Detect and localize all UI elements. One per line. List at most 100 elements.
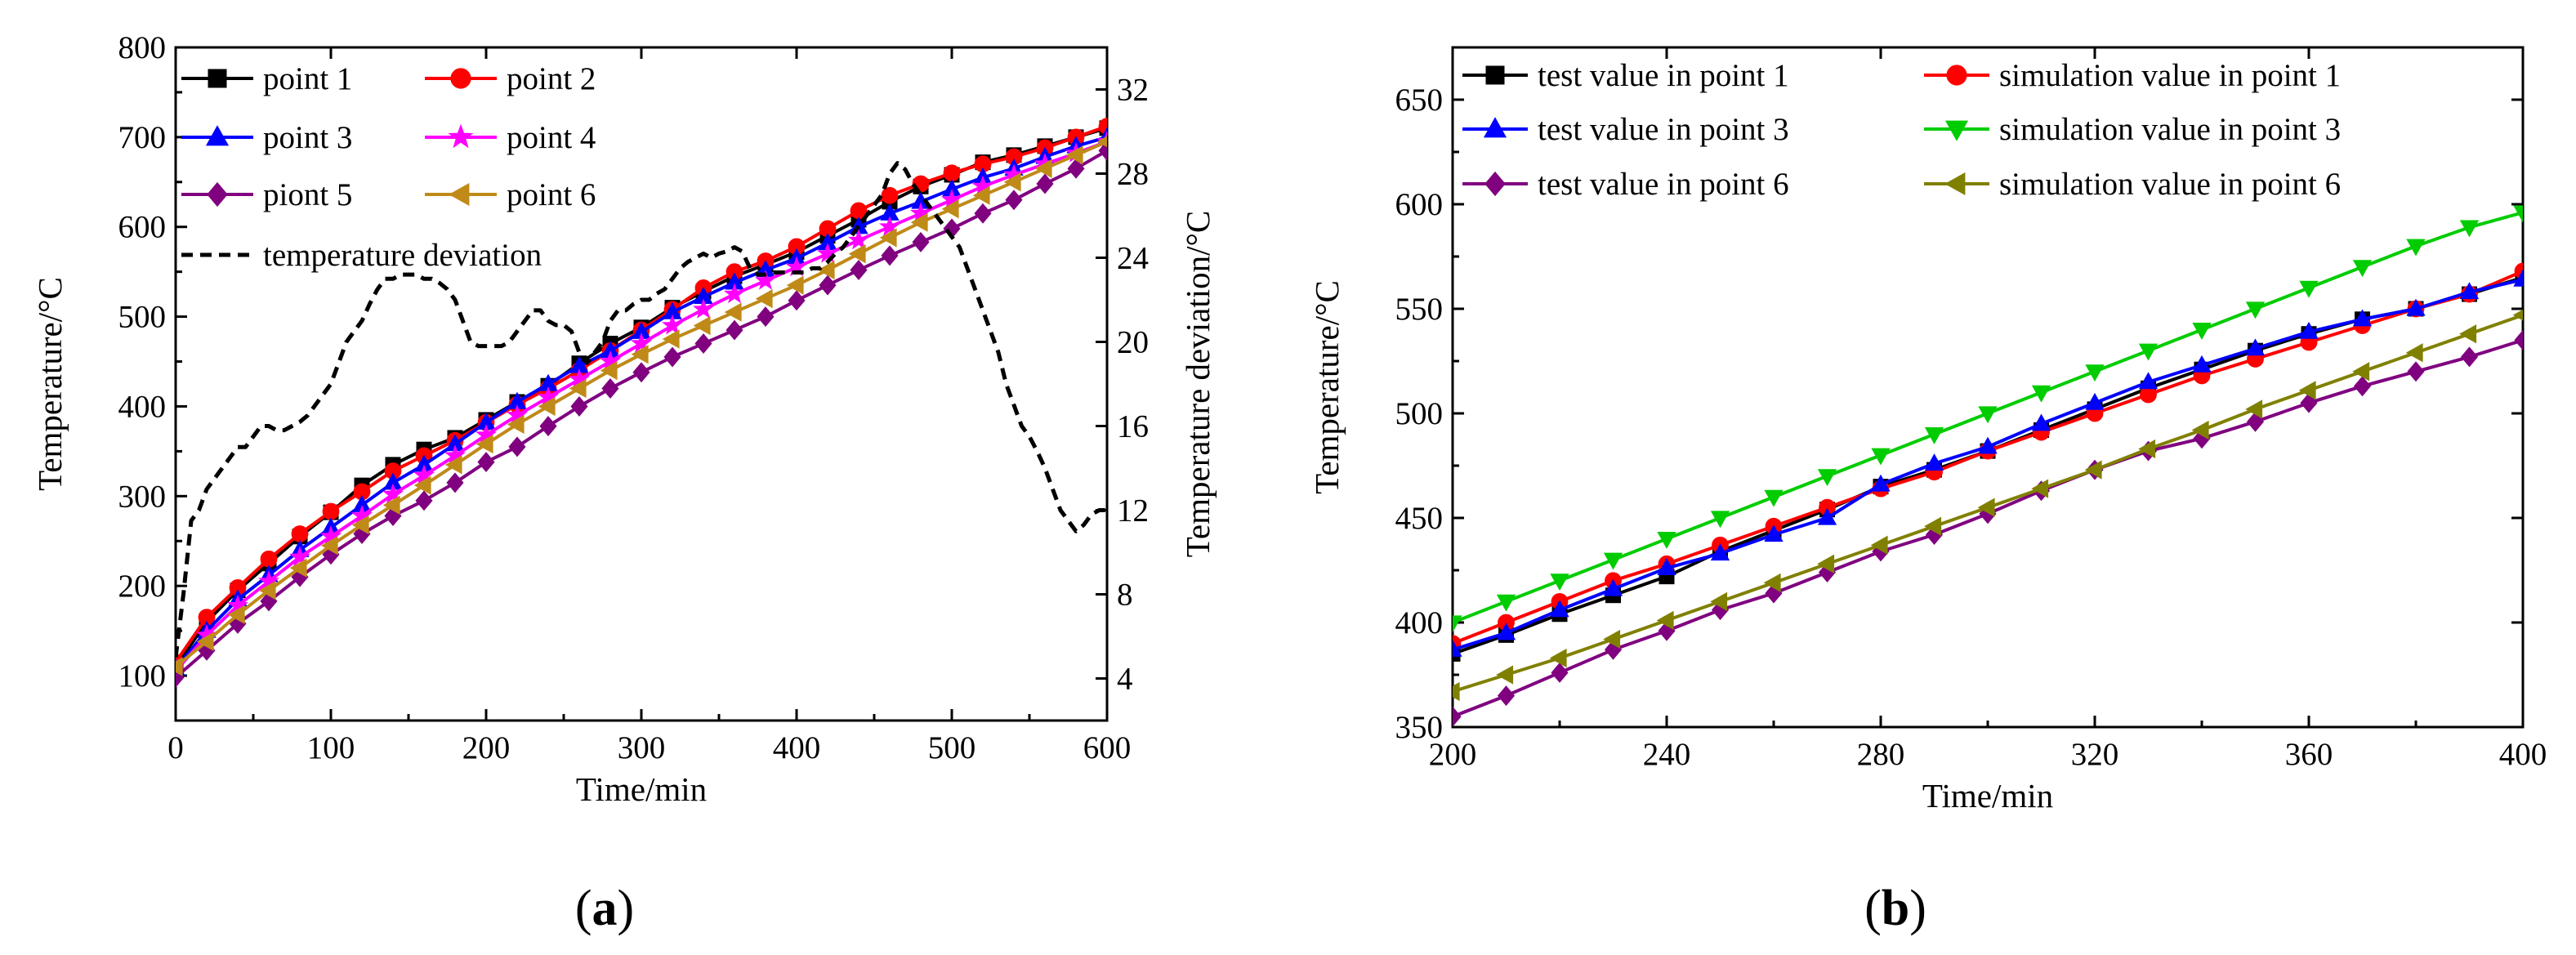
x-tick-label: 200 (1429, 737, 1477, 772)
data-point-point-2 (322, 502, 340, 520)
data-point-point-6 (507, 414, 525, 435)
data-point-test-value-in-point-3 (1550, 600, 1569, 618)
y-tick-label: 800 (118, 30, 167, 65)
x-tick-label: 280 (1857, 737, 1905, 772)
data-point-point-6 (176, 657, 183, 676)
data-point-point-6 (600, 360, 618, 381)
data-point-test-value-in-point-3 (2245, 338, 2266, 356)
data-point-test-value-in-point-3 (1453, 640, 1462, 657)
legend-label: simulation value in point 6 (1999, 167, 2341, 202)
data-point-simulation-value-in-point-3 (1710, 511, 1730, 529)
data-point-simulation-value-in-point-6 (1763, 573, 1781, 593)
legend: point 1 point 2 point 3 point 4 piont 5 point… (181, 61, 596, 273)
data-point-simulation-value-in-point-6 (1870, 535, 1888, 555)
data-point-point-6 (320, 536, 338, 556)
data-point-point-6 (475, 434, 493, 454)
data-point-piont-5 (912, 231, 930, 252)
y2-tick-label: 20 (1117, 325, 1149, 360)
series-line-temperature-deviation (176, 161, 1107, 658)
data-point-test-value-in-point-6 (1453, 706, 1462, 727)
y2-tick-label: 12 (1117, 493, 1149, 529)
data-point-piont-5 (850, 259, 868, 280)
data-point-point-6 (786, 275, 804, 295)
data-point-test-value-in-point-3 (2031, 413, 2051, 431)
data-point-test-value-in-point-3 (2138, 372, 2159, 390)
data-point-piont-5 (601, 378, 619, 399)
data-point-piont-5 (725, 319, 743, 341)
data-point-piont-5 (1036, 173, 1054, 194)
chart-panel-b: 200 240 280 320 360 400 350 400 450 500 550 600 650 T… (1308, 46, 2547, 814)
data-point-simulation-value-in-point-6 (1924, 516, 1942, 536)
data-point-simulation-value-in-point-3 (2031, 385, 2051, 403)
data-point-point-4 (288, 546, 311, 567)
data-point-simulation-value-in-point-6 (1656, 610, 1674, 631)
data-point-point-6 (227, 605, 245, 625)
series-piont-5 (176, 140, 1107, 688)
data-point-simulation-value-in-point-6 (1977, 498, 1995, 517)
y2-tick-label: 28 (1117, 157, 1149, 192)
data-point-piont-5 (1067, 158, 1085, 179)
data-point-simulation-value-in-point-3 (2459, 220, 2480, 238)
data-point-point-6 (351, 515, 369, 535)
legend-label: test value in point 6 (1538, 167, 1789, 202)
x-tick-label: 400 (2499, 737, 2547, 772)
legend-label: piont 5 (263, 177, 352, 212)
series-point-4 (176, 130, 1107, 681)
data-point-piont-5 (632, 362, 650, 383)
chart-panel-a: 0 100 200 300 400 500 600 100 200 300 400 500 600 700… (31, 30, 1217, 808)
legend-marker (1946, 65, 1967, 86)
data-point-test-value-in-point-6 (1497, 685, 1516, 707)
data-point-point-6 (941, 199, 959, 219)
x-tick-label: 320 (2071, 737, 2119, 772)
data-point-point-6 (538, 396, 556, 417)
legend-marker (1484, 171, 1506, 197)
data-point-point-4 (816, 243, 839, 263)
data-point-simulation-value-in-point-3 (1764, 489, 1784, 507)
y2-tick-label: 16 (1117, 409, 1149, 444)
legend-marker (208, 69, 227, 88)
data-point-point-4 (413, 464, 435, 485)
data-point-test-value-in-point-3 (1657, 558, 1676, 576)
legend-marker (449, 182, 470, 207)
data-point-test-value-in-point-3 (1496, 623, 1516, 640)
data-point-piont-5 (819, 274, 837, 296)
y-tick-label: 400 (1395, 605, 1444, 640)
series-point-6 (176, 136, 1107, 676)
data-point-test-value-in-point-3 (1603, 578, 1623, 596)
data-point-simulation-value-in-point-3 (1817, 469, 1837, 487)
data-point-point-2 (943, 164, 961, 182)
data-point-point-4 (754, 270, 777, 290)
data-point-test-value-in-point-6 (2407, 361, 2425, 382)
data-point-test-value-in-point-3 (2192, 355, 2212, 373)
series-line-piont-5 (176, 149, 1107, 679)
x-tick-label: 200 (462, 730, 511, 765)
y-tick-label: 700 (118, 120, 167, 155)
series-simulation-value-in-point-3 (1453, 205, 2523, 633)
data-point-simulation-value-in-point-6 (2512, 309, 2523, 321)
legend-label: simulation value in point 1 (1999, 58, 2341, 93)
data-point-piont-5 (446, 472, 464, 493)
legend-label: simulation value in point 3 (1999, 112, 2341, 147)
data-point-simulation-value-in-point-3 (1453, 615, 1462, 633)
data-point-simulation-value-in-point-6 (1549, 648, 1567, 668)
legend-label: temperature deviation (263, 238, 542, 273)
data-point-simulation-value-in-point-3 (2245, 301, 2266, 319)
data-point-test-value-in-point-3 (1764, 524, 1784, 542)
data-point-test-value-in-point-6 (1551, 662, 1569, 683)
legend-item-simulation-value-in-point-1: simulation value in point 1 (1924, 58, 2341, 93)
x-tick-label: 240 (1643, 737, 1691, 772)
data-point-point-4 (723, 283, 746, 304)
data-point-simulation-value-in-point-3 (2138, 343, 2159, 361)
data-point-simulation-value-in-point-3 (2352, 260, 2373, 278)
data-point-simulation-value-in-point-6 (2352, 362, 2370, 382)
data-point-point-6 (382, 495, 400, 515)
data-point-simulation-value-in-point-6 (1453, 681, 1460, 702)
data-point-point-4 (630, 332, 653, 353)
legend-label: point 3 (263, 120, 352, 155)
panel-label-b: (b) (1864, 881, 1926, 936)
y-tick-label: 600 (118, 210, 167, 245)
data-point-simulation-value-in-point-6 (1710, 591, 1728, 612)
legend-item-point-3: point 3 (181, 120, 352, 155)
x-tick-label: 100 (307, 730, 355, 765)
